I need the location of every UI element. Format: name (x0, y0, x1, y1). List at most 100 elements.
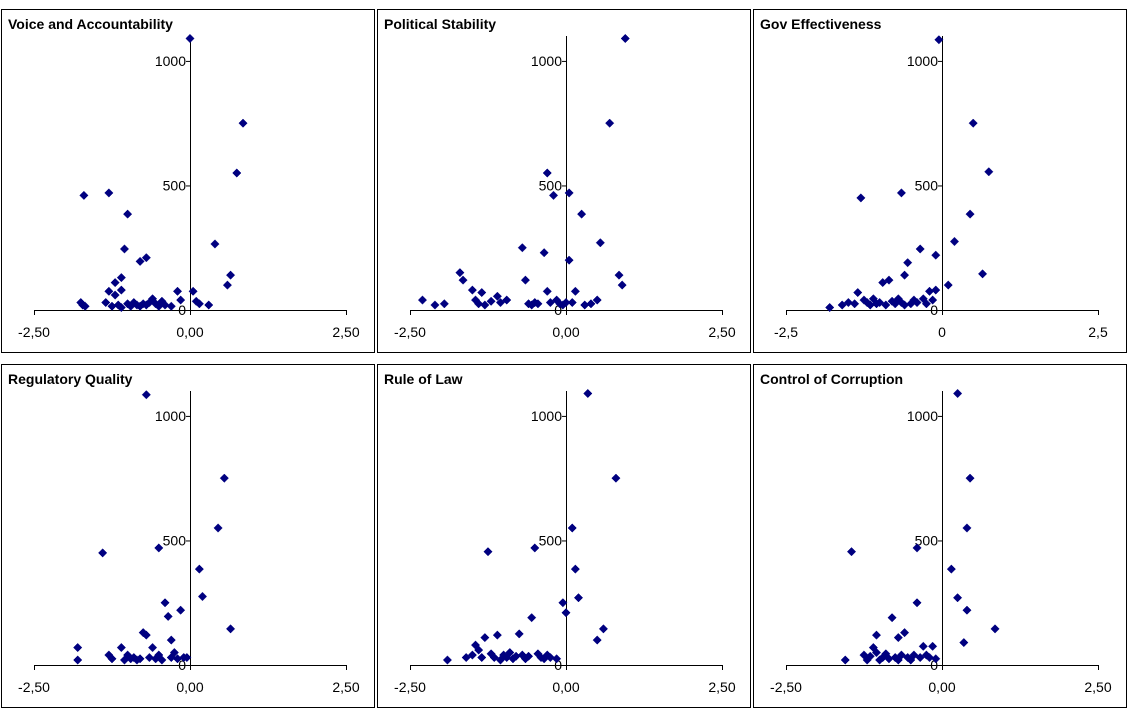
chart-frame (1, 364, 375, 708)
chart-panel: Voice and Accountability -2,50 0,00 2,50 500… (0, 0, 376, 354)
data-point (850, 299, 860, 309)
data-point (222, 280, 232, 290)
chart-panel: Gov Effectiveness -2,5 0 2,5 500 1000 0 (752, 0, 1128, 354)
data-point (943, 280, 953, 290)
x-tick-label: 2,50 (332, 324, 359, 340)
data-point (840, 655, 850, 665)
chart-title: Voice and Accountability (8, 16, 173, 32)
data-point (172, 286, 183, 296)
data-point (558, 598, 568, 608)
y-tick-label: 500 (539, 532, 563, 548)
data-point (953, 593, 963, 603)
data-point (517, 243, 527, 253)
data-point (912, 598, 922, 608)
data-point (934, 35, 944, 45)
data-point (962, 523, 972, 533)
data-point (116, 273, 126, 283)
y-tick-label: 1000 (531, 53, 562, 69)
chart-title: Political Stability (384, 16, 496, 32)
data-point (545, 652, 555, 663)
data-point (116, 285, 126, 295)
data-point (110, 290, 120, 300)
data-point (577, 209, 587, 219)
data-point (900, 628, 910, 638)
data-point (194, 564, 204, 574)
data-point (542, 168, 552, 178)
data-point (160, 598, 170, 608)
data-point (505, 647, 515, 658)
data-point (614, 270, 624, 280)
data-point (871, 647, 882, 658)
data-point (141, 253, 151, 263)
data-point (73, 643, 83, 653)
x-tick-label: 0 (938, 324, 946, 340)
y-tick-label: 1000 (531, 408, 562, 424)
x-tick-label: -2,50 (394, 679, 426, 695)
data-point (931, 654, 941, 664)
data-point (527, 613, 537, 623)
data-point (104, 286, 114, 296)
data-point (73, 655, 83, 665)
data-point (148, 643, 158, 653)
data-point (586, 299, 596, 309)
data-point (611, 473, 621, 483)
data-point (912, 297, 922, 308)
x-tick-label: 2,50 (708, 679, 735, 695)
x-tick-label: -2,50 (394, 324, 426, 340)
x-tick-label: -2,50 (770, 679, 802, 695)
data-point (141, 390, 151, 400)
data-point (210, 239, 220, 249)
data-point (104, 188, 114, 198)
chart-panel: Political Stability -2,50 0,00 2,50 500 1000 0 (376, 0, 752, 354)
data-point (900, 270, 910, 280)
data-point (135, 654, 145, 664)
data-point (80, 301, 90, 311)
data-point (474, 299, 484, 309)
chart-frame (377, 9, 751, 353)
data-point (928, 295, 938, 305)
data-point (564, 255, 574, 265)
data-point (101, 297, 111, 308)
data-point (107, 301, 117, 311)
data-point (896, 188, 906, 198)
data-point (213, 523, 223, 533)
data-point (856, 193, 866, 203)
data-point (163, 611, 173, 621)
scatter-plot: Voice and Accountability -2,50 0,00 2,50 500… (1, 9, 375, 353)
data-point (119, 244, 130, 254)
chart-frame (377, 364, 751, 708)
data-point (953, 388, 963, 399)
y-tick-label: 500 (163, 532, 187, 548)
data-point (176, 605, 186, 615)
data-point (477, 652, 487, 663)
data-point (107, 654, 117, 664)
chart-panel: Regulatory Quality -2,50 0,00 2,50 500 1000 0 (0, 355, 376, 709)
data-point (552, 654, 562, 664)
data-point (79, 190, 89, 200)
data-point (166, 301, 176, 311)
data-point (915, 244, 925, 254)
data-point (219, 473, 229, 483)
data-point (480, 633, 490, 643)
x-tick-label: -2,50 (18, 679, 50, 695)
data-point (430, 300, 440, 310)
data-point (123, 209, 133, 219)
data-point (853, 288, 863, 298)
scatter-plot: Gov Effectiveness -2,5 0 2,5 500 1000 0 (753, 9, 1127, 353)
data-point (912, 543, 922, 553)
data-point (564, 188, 574, 198)
data-point (903, 258, 913, 268)
x-tick-label: 0,00 (552, 679, 579, 695)
data-point (154, 543, 164, 553)
x-tick-label: 2,50 (708, 324, 735, 340)
data-point (924, 652, 935, 663)
data-point (480, 300, 490, 310)
y-tick-label: 500 (915, 177, 939, 193)
y-tick-label: 0 (930, 302, 938, 318)
data-point (846, 547, 857, 557)
y-tick-label: 0 (178, 657, 186, 673)
y-tick-label: 0 (930, 657, 938, 673)
data-point (467, 285, 477, 295)
data-point (865, 651, 875, 661)
data-point (455, 268, 465, 278)
